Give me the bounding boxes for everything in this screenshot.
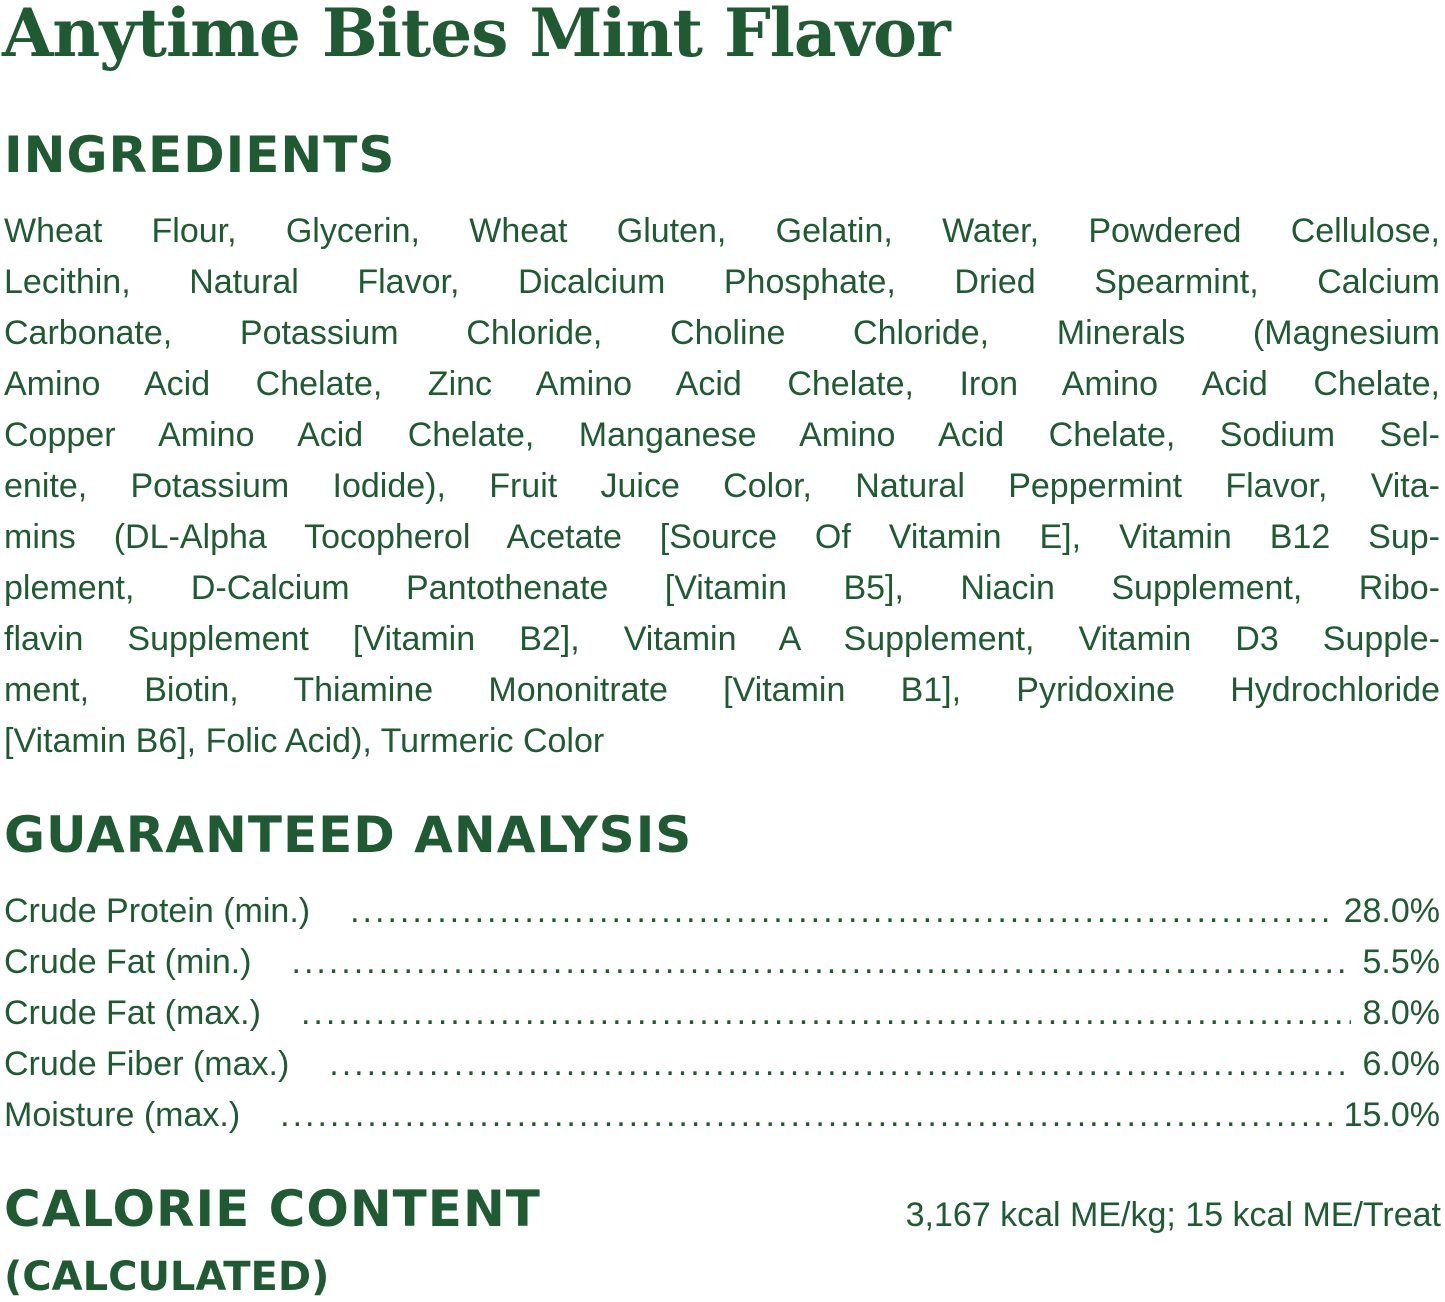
ingredients-heading: INGREDIENTS (4, 126, 396, 184)
analysis-label: Crude Protein (min.) (4, 892, 311, 930)
ingredients-list: Wheat Flour, Glycerin, Wheat Gluten, Gel… (4, 206, 1440, 767)
dot-leader: ........................................… (280, 1096, 1331, 1134)
analysis-row: Crude Fiber (max.)......................… (4, 1039, 1440, 1090)
analysis-row: Crude Protein (min.)....................… (4, 886, 1440, 937)
analysis-value: 15.0% (1343, 1096, 1440, 1134)
guaranteed-analysis-heading: GUARANTEED ANALYSIS (4, 806, 693, 864)
analysis-value: 6.0% (1362, 1045, 1441, 1083)
ingredients-line: [Vitamin B6], Folic Acid), Turmeric Colo… (4, 722, 605, 760)
analysis-row: Crude Fat (min.)........................… (4, 937, 1440, 988)
ingredients-line: enite, Potassium Iodide), Fruit Juice Co… (4, 467, 1440, 505)
analysis-label: Moisture (max.) (4, 1096, 241, 1134)
calorie-content-value: 3,167 kcal ME/kg; 15 kcal ME/Treat (905, 1196, 1441, 1234)
ingredients-line: Wheat Flour, Glycerin, Wheat Gluten, Gel… (4, 212, 1440, 250)
dot-leader: ........................................… (350, 892, 1331, 930)
analysis-value: 28.0% (1343, 892, 1440, 930)
product-title: Anytime Bites Mint Flavor (2, 0, 951, 72)
analysis-value: 5.5% (1362, 943, 1441, 981)
ingredients-line: mins (DL-Alpha Tocopherol Acetate [Sourc… (4, 518, 1440, 556)
analysis-row: Crude Fat (max.)........................… (4, 988, 1440, 1039)
analysis-row: Moisture (max.).........................… (4, 1090, 1440, 1141)
dot-leader: ........................................… (291, 943, 1351, 981)
ingredients-line: Amino Acid Chelate, Zinc Amino Acid Chel… (4, 365, 1440, 403)
ingredients-line: Carbonate, Potassium Chloride, Choline C… (4, 314, 1440, 352)
ingredients-line: Copper Amino Acid Chelate, Manganese Ami… (4, 416, 1440, 454)
ingredients-line: plement, D-Calcium Pantothenate [Vitamin… (4, 569, 1440, 607)
analysis-value: 8.0% (1362, 994, 1441, 1032)
analysis-label: Crude Fiber (max.) (4, 1045, 290, 1083)
dot-leader: ........................................… (329, 1045, 1350, 1083)
analysis-label: Crude Fat (min.) (4, 943, 252, 981)
ingredients-line: ment, Biotin, Thiamine Mononitrate [Vita… (4, 671, 1440, 709)
analysis-label: Crude Fat (max.) (4, 994, 261, 1032)
ingredients-line: Lecithin, Natural Flavor, Dicalcium Phos… (4, 263, 1440, 301)
calorie-calculated-subheading: (CALCULATED) (4, 1254, 330, 1300)
dot-leader: ........................................… (300, 994, 1351, 1032)
ingredients-line: flavin Supplement [Vitamin B2], Vitamin … (4, 620, 1440, 658)
guaranteed-analysis-table: Crude Protein (min.)....................… (4, 886, 1440, 1141)
calorie-content-heading: CALORIE CONTENT (4, 1180, 541, 1238)
